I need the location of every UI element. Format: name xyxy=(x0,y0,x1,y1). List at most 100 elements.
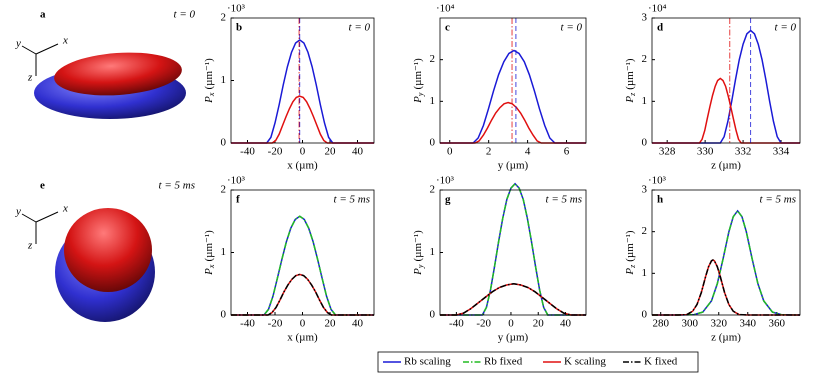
render-time: t = 5 ms xyxy=(159,180,195,192)
annotation: t = 5 ms xyxy=(546,194,582,206)
line-series xyxy=(231,273,374,316)
panel-label: d xyxy=(657,22,663,34)
y-label-unit: (µm⁻¹) xyxy=(203,230,215,262)
y-tick-label: 1 xyxy=(221,246,227,258)
y-label-symbol: P xyxy=(203,96,215,104)
y-tick-label: 0 xyxy=(221,137,227,149)
y-tick-label: 0 xyxy=(430,137,436,149)
x-tick-label: 40 xyxy=(352,146,364,158)
y-label-symbol: P xyxy=(624,96,636,104)
plot-frame xyxy=(439,189,587,316)
annotation: t = 0 xyxy=(349,22,371,34)
line-series xyxy=(652,209,800,316)
exponent: ·10⁴ xyxy=(436,3,455,15)
line-series xyxy=(231,95,374,144)
x-tick-label: 6 xyxy=(564,146,570,158)
line-series xyxy=(440,101,586,144)
line-series xyxy=(231,273,374,316)
line-series xyxy=(231,38,374,144)
y-tick-label: 2 xyxy=(221,184,227,196)
exponent: ·10³ xyxy=(648,175,667,187)
x-tick-label: 20 xyxy=(325,146,337,158)
x-axis-label: y (µm) xyxy=(498,332,529,344)
x-tick-label: -40 xyxy=(240,146,255,158)
y-tick-label: 2 xyxy=(430,53,436,65)
y-tick-label: 2 xyxy=(430,184,436,196)
x-tick-label: -20 xyxy=(268,318,283,330)
x-tick-label: 300 xyxy=(681,318,698,330)
x-tick-label: 360 xyxy=(769,318,786,330)
legend-box xyxy=(377,351,699,373)
x-axis-label: x (µm) xyxy=(287,332,318,344)
panel-label: g xyxy=(445,194,451,206)
x-tick-label: 4 xyxy=(525,146,531,158)
panel-label: c xyxy=(445,22,450,34)
legend-label: Rb scaling xyxy=(404,356,451,368)
plot: 0 2 4 6 0 1 2 c t = 0 ·10⁴ y (µm) Py (µm⁻¹) xyxy=(412,3,587,172)
x-tick-label: 332 xyxy=(735,146,752,158)
axis-name: y xyxy=(15,38,21,50)
y-label-sub: z xyxy=(628,92,637,97)
y-axis-label: Pz (µm⁻¹) xyxy=(624,58,637,104)
axis-name: x xyxy=(62,35,68,47)
y-label-sub: x xyxy=(207,92,216,97)
exponent: ·10³ xyxy=(227,175,246,187)
y-tick-label: 0 xyxy=(642,309,648,321)
annotation: t = 0 xyxy=(561,22,583,34)
annotation: t = 0 xyxy=(775,22,797,34)
legend-label: K scaling xyxy=(564,356,606,368)
y-label-unit: (µm⁻¹) xyxy=(412,230,424,262)
line-series xyxy=(652,209,800,316)
y-axis-label: Py (µm⁻¹) xyxy=(412,58,425,104)
axis-name: y xyxy=(15,206,21,218)
y-label-sub: z xyxy=(628,264,637,269)
x-tick-label: 20 xyxy=(325,318,337,330)
x-axis-label: y (µm) xyxy=(498,160,529,172)
y-tick-label: 0 xyxy=(221,309,227,321)
line-series xyxy=(440,182,586,316)
y-tick-label: 1 xyxy=(642,95,648,107)
y-tick-label: 1 xyxy=(430,246,436,258)
axis-name: x xyxy=(62,203,68,215)
y-tick-label: 2 xyxy=(642,53,648,65)
y-tick-label: 2 xyxy=(642,225,648,237)
legend-label: Rb fixed xyxy=(484,356,523,368)
x-tick-label: 340 xyxy=(740,318,757,330)
plot-frame xyxy=(651,189,801,316)
y-label-unit: (µm⁻¹) xyxy=(624,58,636,90)
x-axis-label: z (µm) xyxy=(711,332,741,344)
y-tick-label: 0 xyxy=(642,137,648,149)
line-series xyxy=(440,282,586,316)
legend: Rb scaling Rb fixed K scaling K fixed xyxy=(377,351,699,373)
plot: 328 330 332 334 0 1 2 3d t = 0 ·10⁴ z (µm) Pz (µm⁻¹) xyxy=(624,3,801,172)
y-axis-label: Px (µm⁻¹) xyxy=(203,58,216,104)
x-tick-label: 328 xyxy=(659,146,676,158)
line-series xyxy=(231,215,374,316)
y-axis-label: Pz (µm⁻¹) xyxy=(624,230,637,276)
y-label-symbol: P xyxy=(203,268,215,276)
plot-frame xyxy=(230,17,375,144)
x-tick-label: -20 xyxy=(476,318,491,330)
annotation: t = 5 ms xyxy=(334,194,370,206)
x-tick-label: 0 xyxy=(447,146,453,158)
y-tick-label: 3 xyxy=(642,12,648,24)
k-cloud xyxy=(64,208,152,292)
exponent: ·10³ xyxy=(227,3,246,15)
render-e: e t = 5 ms x y z xyxy=(15,180,195,322)
y-tick-label: 1 xyxy=(221,74,227,86)
x-tick-label: 2 xyxy=(486,146,492,158)
plot-frame xyxy=(651,17,801,144)
plot: -40 -20 0 20 40 0 1 2b t = 0 ·10³ x (µm) Px (µm⁻¹) xyxy=(203,3,375,172)
y-label-unit: (µm⁻¹) xyxy=(412,58,424,90)
y-label-unit: (µm⁻¹) xyxy=(203,58,215,90)
x-tick-label: -40 xyxy=(240,318,255,330)
x-tick-label: 40 xyxy=(560,318,572,330)
x-axis-label: z (µm) xyxy=(711,160,741,172)
axis-triad xyxy=(21,211,59,244)
plot-frame xyxy=(439,17,587,144)
x-tick-label: -40 xyxy=(449,318,464,330)
x-tick-label: -20 xyxy=(268,146,283,158)
y-tick-label: 1 xyxy=(642,267,648,279)
annotation: t = 5 ms xyxy=(760,194,796,206)
x-tick-label: 334 xyxy=(773,146,790,158)
